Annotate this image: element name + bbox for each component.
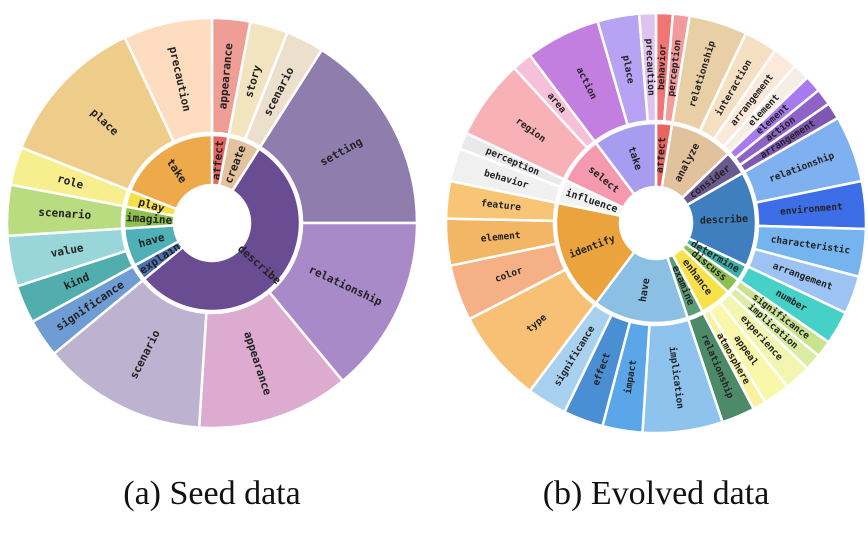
- caption-seed-data: (a) Seed data: [123, 475, 300, 512]
- outer-identify-element-label: element: [480, 230, 521, 245]
- outer-segment-describe-scenario: [52, 279, 208, 429]
- outer-segment-take-precaution: [123, 16, 214, 143]
- outer-affect-appearance-label: appearance: [216, 42, 235, 110]
- outer-segment-affect-perception: [662, 12, 691, 124]
- outer-have-value-label: value: [50, 241, 85, 260]
- inner-imagine-label: imagine: [126, 211, 173, 227]
- outer-identify-feature-label: feature: [480, 198, 521, 213]
- inner-describe-label: describe: [700, 213, 749, 227]
- inner-segment-describe: [685, 171, 758, 268]
- inner-segment-identify: [554, 201, 636, 305]
- outer-segment-describe-relationship: [268, 221, 419, 383]
- sunburst-evolved-data: affect analyzeconsiderdescribedeterminedi…: [444, 11, 868, 435]
- inner-segment-take: [128, 133, 214, 211]
- outer-have-impact-label: impact: [623, 359, 639, 395]
- inner-segment-take: [594, 121, 658, 196]
- sunburst-seed-data: affectcreatedescribeexplainhaveimaginepl…: [5, 16, 419, 430]
- outer-affect-behavior-label: behavior: [656, 44, 669, 90]
- outer-describe-environment-label: environment: [780, 201, 844, 217]
- outer-segment-take-precaution: [637, 11, 658, 123]
- inner-segment-describe: [142, 147, 302, 313]
- outer-segment-describe-setting: [258, 48, 419, 225]
- outer-take-precaution-label: precaution: [643, 38, 656, 96]
- inner-segment-have: [594, 250, 689, 325]
- inner-have-label: have: [638, 277, 653, 303]
- caption-evolved-data: (b) Evolved data: [543, 475, 770, 512]
- outer-imagine-scenario-label: scenario: [38, 206, 92, 222]
- outer-take-place-label: place: [620, 54, 636, 84]
